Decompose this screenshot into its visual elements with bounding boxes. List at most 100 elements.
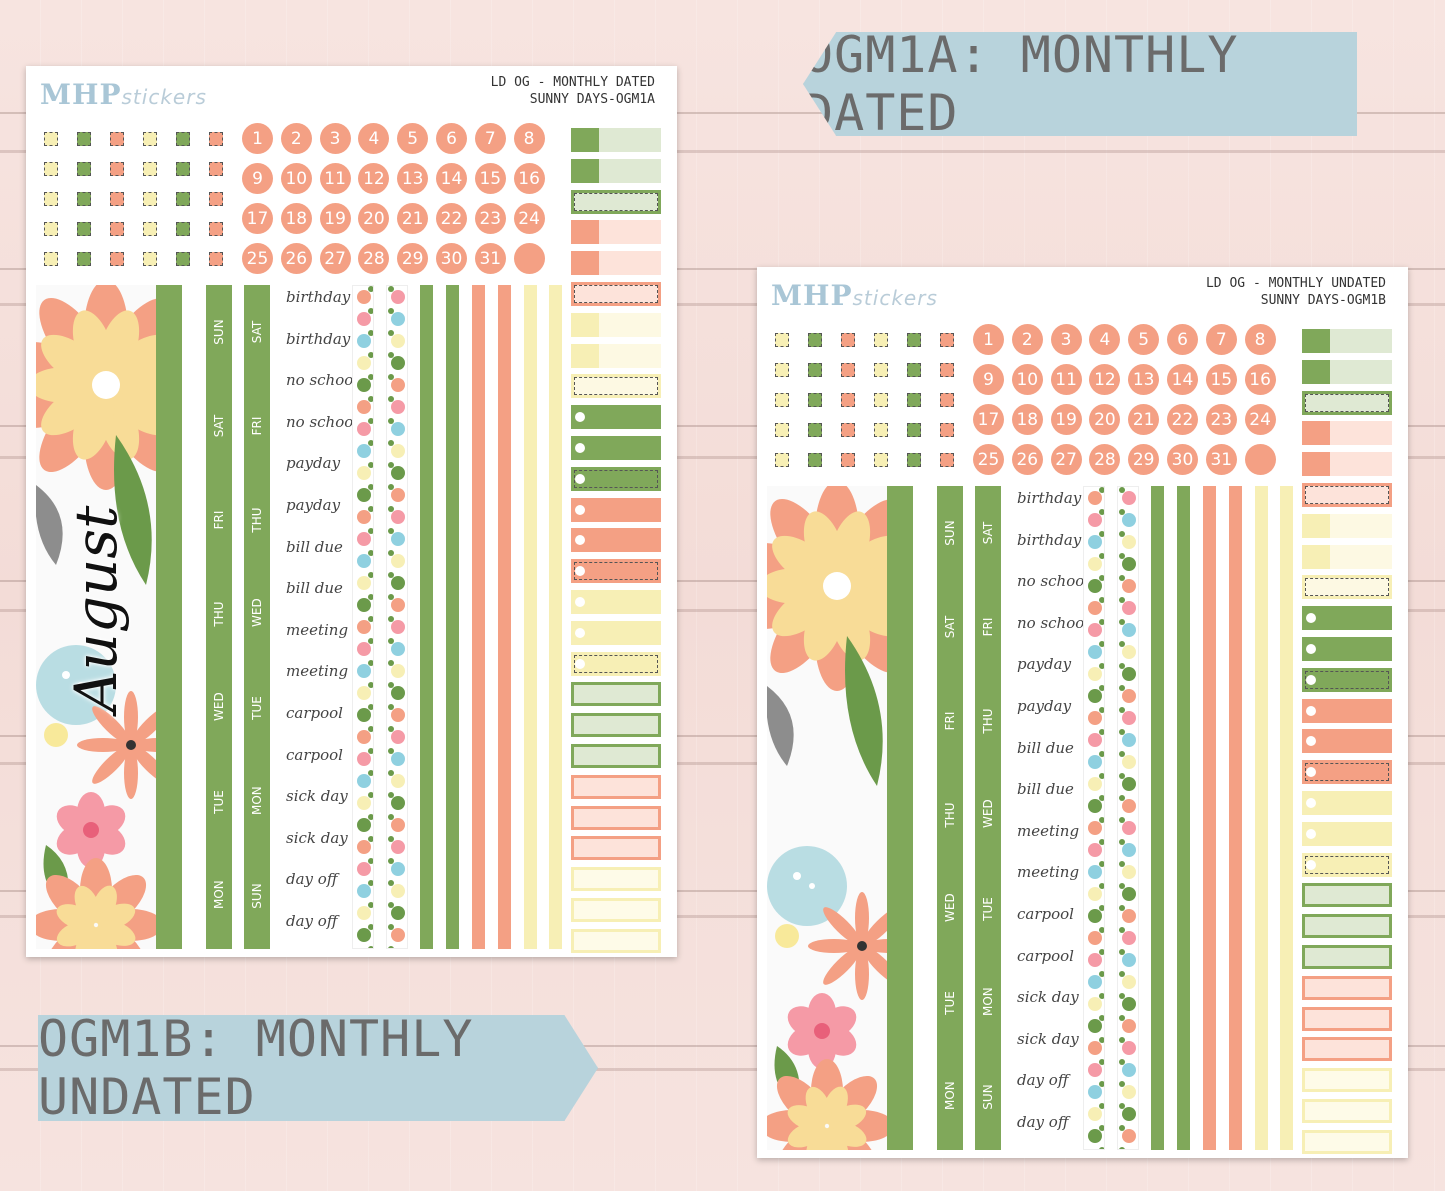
flower-illustration xyxy=(767,486,887,1150)
checkbox-square xyxy=(77,192,91,206)
event-word-sticker: no school xyxy=(286,371,359,390)
floral-panel: August xyxy=(36,285,156,949)
brand-logo: MHPstickers xyxy=(771,279,938,312)
date-circle: 23 xyxy=(1205,404,1237,435)
label-bar-dot xyxy=(1306,798,1316,808)
label-bar xyxy=(571,774,661,799)
label-bar xyxy=(571,559,661,584)
label-bar-tab xyxy=(571,343,599,368)
label-bar-tab xyxy=(1302,359,1330,384)
event-word-sticker: sick day xyxy=(1017,1029,1079,1048)
label-bar xyxy=(571,682,661,707)
label-bar xyxy=(571,189,661,214)
date-circle: 12 xyxy=(1089,364,1121,395)
date-circle: 15 xyxy=(1205,364,1237,395)
label-bar xyxy=(571,928,661,953)
label-bar-tab xyxy=(571,158,599,183)
weekday-label: TUE xyxy=(212,790,226,814)
label-bar xyxy=(571,374,661,399)
date-circle: 4 xyxy=(1089,324,1121,355)
checkbox-square xyxy=(44,252,58,266)
checkbox-square xyxy=(176,192,190,206)
weekday-label: SAT xyxy=(943,615,957,639)
label-bar xyxy=(1302,359,1392,384)
label-bar xyxy=(571,405,661,430)
weekday-label: THU xyxy=(943,802,957,828)
date-circle: 15 xyxy=(474,163,506,194)
washi-pattern xyxy=(388,286,405,948)
checkbox-square xyxy=(110,222,124,236)
label-bar xyxy=(1302,729,1392,754)
label-bar xyxy=(571,651,661,676)
date-circle: 8 xyxy=(513,123,545,154)
date-circle: 14 xyxy=(1167,364,1198,395)
date-circle: 1 xyxy=(973,324,1004,355)
weekday-label: TUE xyxy=(981,897,995,921)
checkbox-square xyxy=(907,453,921,467)
date-circle: 18 xyxy=(1011,404,1043,435)
checkbox-square xyxy=(907,423,921,437)
color-strip xyxy=(1255,486,1268,1150)
label-bar-inner xyxy=(1305,393,1389,412)
event-word-sticker: sick day xyxy=(286,787,348,806)
label-bar xyxy=(1302,1006,1392,1031)
date-circle: 17 xyxy=(242,203,273,234)
label-bar xyxy=(1302,945,1392,969)
weekday-strip: SUN SAT FRI THU WED TUE MON xyxy=(206,285,232,949)
header-subtitle: SUNNY DAYS-OGM1B xyxy=(1260,293,1386,308)
weekday-strip: SAT FRI THU WED TUE MON SUN xyxy=(244,285,270,949)
event-word-sticker: meeting xyxy=(286,662,349,681)
checkbox-square xyxy=(808,363,822,377)
weekday-label: FRI xyxy=(212,510,226,530)
floral-panel xyxy=(767,486,887,1150)
date-circle: 6 xyxy=(436,123,467,154)
label-bar xyxy=(1302,667,1392,692)
label-bar xyxy=(571,898,661,922)
header-subtitle: SUNNY DAYS-OGM1A xyxy=(529,92,655,107)
tag-monthly-dated: OGM1A: MONTHLY DATED xyxy=(803,32,1357,136)
date-circle: 8 xyxy=(1244,324,1276,355)
checkbox-square xyxy=(775,363,789,377)
event-word-sticker: bill due xyxy=(1017,738,1074,757)
event-word-sticker: no school xyxy=(1017,613,1090,632)
checkbox-square xyxy=(874,393,888,407)
event-word-sticker: birthday xyxy=(1017,530,1082,549)
checkbox-square xyxy=(44,132,58,146)
date-circle: 11 xyxy=(1050,364,1082,395)
color-strip xyxy=(524,285,537,949)
label-bar-dot xyxy=(1306,674,1316,685)
checkbox-square xyxy=(44,192,58,206)
color-strip xyxy=(1203,486,1216,1150)
label-bar-inner xyxy=(1305,763,1389,782)
date-circle: 3 xyxy=(319,123,351,154)
date-circle: 6 xyxy=(1167,324,1198,355)
label-bar-tab xyxy=(1302,544,1330,569)
date-circle: 16 xyxy=(1244,364,1276,395)
date-circle: 11 xyxy=(319,163,351,194)
label-bar-dot xyxy=(575,535,585,546)
color-strip xyxy=(472,285,485,949)
checkbox-square xyxy=(44,162,58,176)
event-word-sticker: payday xyxy=(1017,655,1072,674)
checkbox-square xyxy=(874,423,888,437)
weekday-label: SAT xyxy=(981,521,995,545)
label-bar-dot xyxy=(575,597,585,607)
checkbox-square xyxy=(110,192,124,206)
label-bar-inner xyxy=(574,377,658,396)
checkbox-square xyxy=(940,453,954,467)
date-circle: 1 xyxy=(242,123,273,154)
checkbox-square xyxy=(209,252,223,266)
date-circle: 30 xyxy=(436,243,467,274)
checkbox-square xyxy=(775,423,789,437)
date-circle: 9 xyxy=(242,163,273,194)
checkbox-square xyxy=(775,333,789,347)
weekday-label: TUE xyxy=(250,696,264,720)
floral-washi-strip xyxy=(386,285,408,949)
weekday-label: WED xyxy=(981,799,995,828)
label-bar xyxy=(1302,452,1392,477)
weekday-label: FRI xyxy=(981,617,995,637)
date-circle: 25 xyxy=(973,444,1004,475)
header-title: LD OG - MONTHLY DATED xyxy=(490,75,655,90)
event-word-sticker: payday xyxy=(286,454,341,473)
checkbox-square xyxy=(110,162,124,176)
